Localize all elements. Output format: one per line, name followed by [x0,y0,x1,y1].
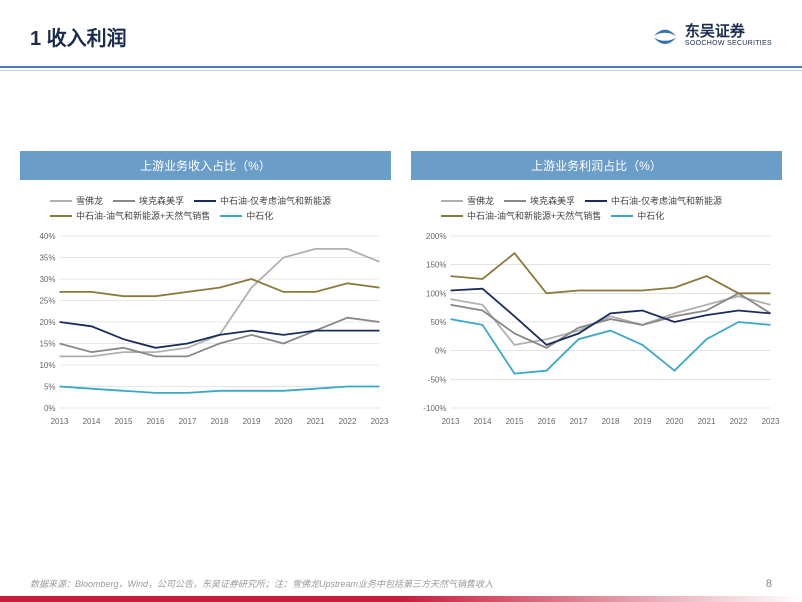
legend-item-petro_oilgas: 中石油-仅考虑油气和新能源 [194,194,331,207]
line-chart-left: 0% 5% 10% 15% 20% 25% 30% 35% 40% 2013 2014 2015 201… [20,230,391,430]
page-number: 8 [766,578,772,590]
chart-title-right: 上游业务利润占比（%） [411,151,782,180]
svg-text:2019: 2019 [634,417,652,426]
legend-item-petro_oilgas_ng: 中石油-油气和新能源+天然气销售 [50,209,210,222]
svg-text:35%: 35% [39,254,55,263]
svg-text:100%: 100% [426,289,446,298]
svg-text:25%: 25% [39,297,55,306]
svg-text:0%: 0% [435,347,447,356]
legend-item-exxon: 埃克森美孚 [504,194,575,207]
svg-text:2014: 2014 [474,417,492,426]
svg-text:200%: 200% [426,232,446,241]
chart-panel-right: 上游业务利润占比（%） 雪佛龙埃克森美孚中石油-仅考虑油气和新能源中石油-油气和… [411,151,782,435]
chart-panel-left: 上游业务收入占比（%） 雪佛龙埃克森美孚中石油-仅考虑油气和新能源中石油-油气和… [20,151,391,435]
svg-text:2013: 2013 [442,417,460,426]
svg-text:2015: 2015 [506,417,524,426]
svg-text:2021: 2021 [698,417,716,426]
svg-text:150%: 150% [426,261,446,270]
svg-text:2017: 2017 [179,417,197,426]
line-chart-right: -100% -50% 0% 50% 100% 150% 200% 2013 2014 2015 20… [411,230,782,430]
svg-text:2016: 2016 [538,417,556,426]
svg-text:20%: 20% [39,318,55,327]
svg-text:2022: 2022 [339,417,357,426]
page-title: 1 收入利润 [30,22,127,51]
svg-text:2020: 2020 [666,417,684,426]
chart-title-left: 上游业务收入占比（%） [20,151,391,180]
svg-text:10%: 10% [39,361,55,370]
logo-text-en: SOOCHOW SECURITIES [685,40,772,48]
svg-text:2023: 2023 [371,417,389,426]
legend-item-petro_oilgas: 中石油-仅考虑油气和新能源 [585,194,722,207]
svg-text:0%: 0% [44,404,56,413]
svg-text:50%: 50% [430,318,446,327]
legend-item-petro_oilgas_ng: 中石油-油气和新能源+天然气销售 [441,209,601,222]
svg-text:2015: 2015 [115,417,133,426]
svg-text:2020: 2020 [275,417,293,426]
svg-text:40%: 40% [39,232,55,241]
svg-text:2019: 2019 [243,417,261,426]
legend-left: 雪佛龙埃克森美孚中石油-仅考虑油气和新能源中石油-油气和新能源+天然气销售中石化 [50,194,391,222]
source-text: 数据来源：Bloomberg，Wind，公司公告，东吴证券研究所；注：雪佛龙Up… [30,577,493,590]
legend-item-chevron: 雪佛龙 [50,194,103,207]
svg-text:2021: 2021 [307,417,325,426]
legend-item-sinopec: 中石化 [611,209,664,222]
legend-right: 雪佛龙埃克森美孚中石油-仅考虑油气和新能源中石油-油气和新能源+天然气销售中石化 [441,194,782,222]
footer-accent-bar [0,596,802,602]
svg-text:2018: 2018 [211,417,229,426]
legend-item-exxon: 埃克森美孚 [113,194,184,207]
svg-text:-100%: -100% [423,404,446,413]
soochow-logo-icon [649,20,681,52]
svg-text:2014: 2014 [83,417,101,426]
svg-text:2022: 2022 [730,417,748,426]
logo-text-cn: 东吴证券 [685,24,772,41]
svg-text:2018: 2018 [602,417,620,426]
svg-text:15%: 15% [39,340,55,349]
svg-text:2013: 2013 [51,417,69,426]
svg-text:30%: 30% [39,275,55,284]
header-rule-primary [0,66,802,68]
svg-text:2016: 2016 [147,417,165,426]
brand-logo: 东吴证券 SOOCHOW SECURITIES [649,20,772,52]
legend-item-chevron: 雪佛龙 [441,194,494,207]
legend-item-sinopec: 中石化 [220,209,273,222]
svg-text:2017: 2017 [570,417,588,426]
svg-text:2023: 2023 [762,417,780,426]
svg-text:5%: 5% [44,383,56,392]
svg-text:-50%: -50% [428,375,447,384]
